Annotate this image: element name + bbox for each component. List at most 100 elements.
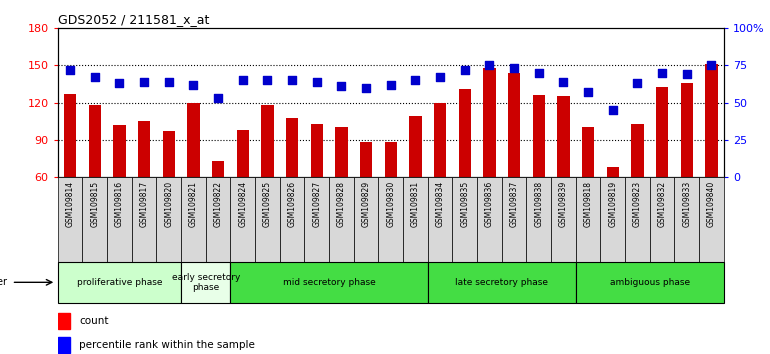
Point (261, 78, 273, 83)
FancyBboxPatch shape (403, 177, 428, 262)
FancyBboxPatch shape (156, 177, 181, 262)
FancyBboxPatch shape (255, 177, 280, 262)
Text: ambiguous phase: ambiguous phase (610, 278, 690, 287)
Text: early secretory
phase: early secretory phase (172, 273, 240, 292)
FancyBboxPatch shape (82, 177, 107, 262)
Text: count: count (79, 315, 109, 326)
Text: GSM109837: GSM109837 (510, 181, 519, 228)
Text: GSM109821: GSM109821 (189, 181, 198, 227)
Bar (681, 83, 693, 177)
Text: GSM109830: GSM109830 (387, 181, 395, 228)
Text: GSM109839: GSM109839 (559, 181, 568, 228)
Text: GSM109820: GSM109820 (164, 181, 173, 227)
Point (656, 70, 668, 76)
Point (310, 79, 323, 85)
Bar (607, 167, 619, 177)
Point (557, 79, 570, 85)
Text: GSM109819: GSM109819 (608, 181, 618, 227)
Bar (58, 313, 70, 329)
Point (434, 75, 447, 80)
Point (631, 80, 644, 86)
Text: GSM109833: GSM109833 (682, 181, 691, 228)
FancyBboxPatch shape (230, 262, 428, 303)
Point (187, 82, 199, 88)
FancyBboxPatch shape (551, 177, 576, 262)
Point (113, 80, 126, 86)
FancyBboxPatch shape (132, 177, 156, 262)
Text: GSM109817: GSM109817 (139, 181, 149, 227)
FancyBboxPatch shape (280, 177, 304, 262)
Text: proliferative phase: proliferative phase (77, 278, 162, 287)
Text: late secretory phase: late secretory phase (455, 278, 548, 287)
FancyBboxPatch shape (428, 262, 576, 303)
Bar (89, 105, 101, 177)
Text: other: other (0, 277, 8, 287)
FancyBboxPatch shape (625, 177, 650, 262)
Text: GSM109818: GSM109818 (584, 181, 593, 227)
FancyBboxPatch shape (107, 177, 132, 262)
Text: GSM109826: GSM109826 (288, 181, 296, 227)
FancyBboxPatch shape (576, 262, 724, 303)
FancyBboxPatch shape (527, 177, 551, 262)
Bar (410, 116, 422, 177)
Bar (236, 130, 249, 177)
Bar (335, 127, 347, 177)
FancyBboxPatch shape (230, 177, 255, 262)
FancyBboxPatch shape (477, 177, 502, 262)
Bar (261, 105, 273, 177)
Text: GDS2052 / 211581_x_at: GDS2052 / 211581_x_at (58, 13, 209, 26)
Bar (286, 118, 298, 177)
Point (360, 85, 372, 91)
Point (236, 78, 249, 83)
FancyBboxPatch shape (502, 177, 527, 262)
Text: mid secretory phase: mid secretory phase (283, 278, 376, 287)
Text: GSM109824: GSM109824 (238, 181, 247, 227)
Point (138, 79, 150, 85)
FancyBboxPatch shape (304, 177, 329, 262)
Bar (484, 68, 496, 177)
Bar (631, 124, 644, 177)
FancyBboxPatch shape (378, 177, 403, 262)
Point (484, 63, 496, 68)
Bar (310, 124, 323, 177)
Point (459, 67, 471, 73)
Point (410, 78, 422, 83)
Bar (113, 125, 126, 177)
FancyBboxPatch shape (206, 177, 230, 262)
FancyBboxPatch shape (428, 177, 453, 262)
FancyBboxPatch shape (181, 177, 206, 262)
Bar (187, 103, 199, 177)
FancyBboxPatch shape (453, 177, 477, 262)
Text: GSM109814: GSM109814 (65, 181, 75, 227)
FancyBboxPatch shape (675, 177, 699, 262)
Bar (360, 142, 372, 177)
Point (607, 107, 619, 113)
Point (508, 65, 521, 71)
Bar (162, 131, 175, 177)
Text: GSM109825: GSM109825 (263, 181, 272, 227)
Text: percentile rank within the sample: percentile rank within the sample (79, 340, 255, 350)
Point (384, 82, 397, 88)
Text: GSM109822: GSM109822 (213, 181, 223, 227)
FancyBboxPatch shape (329, 177, 353, 262)
Text: GSM109827: GSM109827 (313, 181, 321, 227)
Point (286, 78, 298, 83)
Text: GSM109835: GSM109835 (460, 181, 469, 228)
FancyBboxPatch shape (699, 177, 724, 262)
FancyBboxPatch shape (353, 177, 378, 262)
FancyBboxPatch shape (601, 177, 625, 262)
Bar (705, 64, 718, 177)
Bar (508, 73, 521, 177)
FancyBboxPatch shape (576, 177, 601, 262)
Text: GSM109840: GSM109840 (707, 181, 716, 228)
Text: GSM109828: GSM109828 (337, 181, 346, 227)
Bar (138, 121, 150, 177)
Bar (533, 95, 545, 177)
Point (212, 95, 224, 101)
Bar (582, 127, 594, 177)
Point (705, 63, 718, 68)
Point (681, 72, 693, 77)
Point (582, 90, 594, 95)
FancyBboxPatch shape (181, 262, 230, 303)
Bar (434, 103, 447, 177)
